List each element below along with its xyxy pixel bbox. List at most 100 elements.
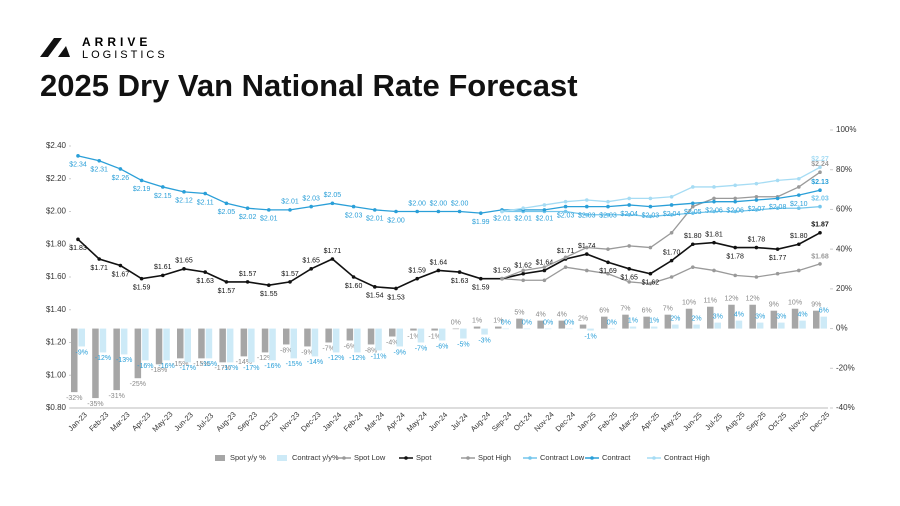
bar xyxy=(791,308,799,329)
line xyxy=(501,171,821,280)
marker xyxy=(373,285,377,289)
marker xyxy=(648,204,653,209)
data-label: $1.62 xyxy=(642,280,660,287)
marker xyxy=(139,178,144,183)
data-label: -12% xyxy=(257,355,273,362)
y2-tick-label: 60% xyxy=(836,205,852,214)
bar xyxy=(473,326,481,329)
marker xyxy=(309,267,314,271)
data-label: $2.05 xyxy=(218,209,236,216)
marker xyxy=(97,257,101,261)
data-label: -15% xyxy=(286,361,302,368)
data-label: $1.81 xyxy=(705,231,723,238)
marker xyxy=(161,185,165,189)
marker xyxy=(691,204,695,209)
x-tick-label: Oct-25 xyxy=(766,410,788,432)
marker xyxy=(669,194,674,199)
data-label: 12% xyxy=(724,296,738,303)
data-label: $2.10 xyxy=(790,201,808,208)
data-label: 10% xyxy=(788,300,802,307)
data-label: -35% xyxy=(87,401,103,408)
legend-label: Spot High xyxy=(478,453,511,462)
data-label: $2.01 xyxy=(366,216,384,223)
bar xyxy=(261,328,269,353)
marker xyxy=(139,276,144,281)
data-label: $2.03 xyxy=(302,195,320,202)
marker xyxy=(288,208,292,212)
bar xyxy=(537,320,544,329)
bar xyxy=(707,306,714,329)
bar xyxy=(643,316,650,329)
marker xyxy=(542,268,547,273)
data-label: 1% xyxy=(628,317,638,324)
legend-swatch xyxy=(277,455,287,461)
data-label: -17% xyxy=(222,365,238,372)
data-label: -15% xyxy=(172,361,188,368)
marker xyxy=(606,260,610,265)
data-label: 9% xyxy=(769,302,779,309)
data-label: -6% xyxy=(436,343,448,350)
data-label: 3% xyxy=(776,313,786,320)
marker xyxy=(351,204,356,209)
data-label: -14% xyxy=(236,359,252,366)
bar xyxy=(354,328,361,353)
marker xyxy=(373,208,377,212)
data-label: $1.80 xyxy=(684,233,702,240)
marker xyxy=(563,204,568,209)
marker xyxy=(500,276,504,281)
marker xyxy=(648,196,653,201)
data-label: 3% xyxy=(713,313,723,320)
marker xyxy=(606,271,610,276)
data-label: $1.71 xyxy=(324,248,342,255)
x-tick-label: Jan-23 xyxy=(66,410,89,433)
bar xyxy=(304,328,311,347)
marker xyxy=(648,245,653,250)
legend-label: Contract Low xyxy=(540,453,585,462)
marker xyxy=(542,203,547,207)
bar xyxy=(523,328,531,330)
legend-label: Contract y/y% xyxy=(292,453,339,462)
marker xyxy=(648,214,653,219)
marker xyxy=(627,212,631,217)
data-label: $1.65 xyxy=(620,275,638,282)
y2-tick-label: 20% xyxy=(836,284,852,293)
bar xyxy=(240,328,248,357)
marker xyxy=(775,247,780,251)
data-label: $2.06 xyxy=(726,208,744,215)
data-label: -32% xyxy=(66,395,82,402)
data-label: $1.57 xyxy=(218,288,236,295)
data-label: -12% xyxy=(328,355,344,362)
data-label: $1.87 xyxy=(811,222,829,229)
marker xyxy=(797,193,801,197)
bar xyxy=(452,328,460,330)
marker xyxy=(818,165,822,170)
marker xyxy=(712,240,716,245)
marker xyxy=(754,198,759,202)
marker xyxy=(182,190,186,194)
legend-swatch xyxy=(590,456,594,460)
marker xyxy=(754,194,759,199)
data-label: $1.70 xyxy=(663,249,681,256)
data-label: $1.65 xyxy=(302,258,320,265)
bar xyxy=(290,328,297,359)
marker xyxy=(669,212,674,217)
marker xyxy=(775,206,780,211)
data-label: 2% xyxy=(670,315,680,322)
y2-tick-label: 100% xyxy=(836,125,856,134)
bar xyxy=(389,328,396,337)
data-label: -9% xyxy=(76,349,88,356)
marker xyxy=(521,278,525,283)
marker xyxy=(457,270,462,274)
marker xyxy=(669,275,674,279)
data-label: $2.11 xyxy=(197,199,214,206)
data-label: $2.00 xyxy=(387,217,405,224)
y-tick-label: $1.00 xyxy=(46,370,67,379)
marker xyxy=(479,276,483,281)
data-label: $2.02 xyxy=(239,214,257,221)
marker xyxy=(691,265,695,269)
x-tick-label: Dec-25 xyxy=(808,410,831,433)
x-tick-label: Jan-24 xyxy=(321,410,344,433)
data-label: $2.03 xyxy=(642,212,660,219)
data-label: $1.63 xyxy=(196,278,214,285)
